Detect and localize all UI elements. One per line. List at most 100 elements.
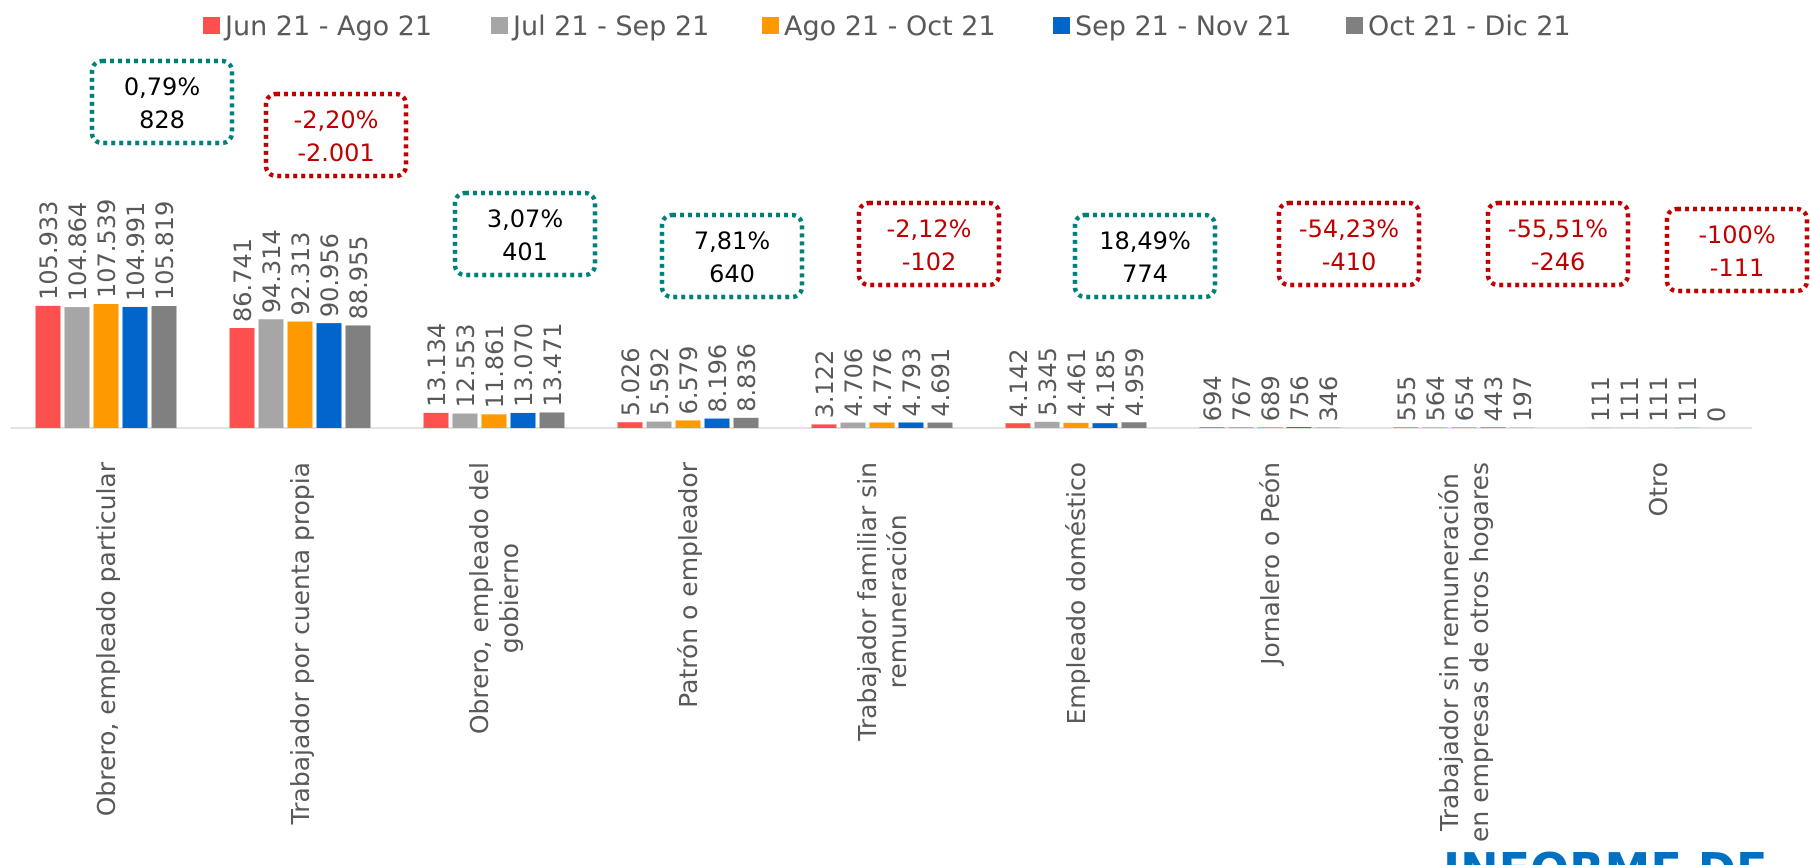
annotation-pct: 0,79% bbox=[124, 73, 200, 101]
annotation-diff: -410 bbox=[1322, 248, 1376, 276]
value-label: 111 bbox=[1674, 376, 1702, 422]
bar bbox=[510, 412, 536, 428]
value-label: 8.196 bbox=[704, 344, 732, 413]
annotation-pct: 3,07% bbox=[487, 205, 563, 233]
bar bbox=[423, 412, 449, 428]
value-label: 13.070 bbox=[510, 323, 538, 407]
value-label: 104.864 bbox=[64, 202, 92, 301]
value-label: 564 bbox=[1422, 376, 1450, 422]
bar bbox=[151, 305, 177, 428]
bar bbox=[898, 422, 924, 428]
bar bbox=[258, 319, 284, 428]
value-label: 5.345 bbox=[1034, 347, 1062, 416]
bar bbox=[316, 323, 342, 428]
bar bbox=[840, 422, 866, 428]
legend-label: Ago 21 - Oct 21 bbox=[784, 11, 996, 42]
annotation-diff: 774 bbox=[1122, 260, 1168, 288]
bar bbox=[1092, 423, 1118, 428]
category-label: Obrero, empleado delgobierno bbox=[465, 462, 524, 734]
bar bbox=[1063, 422, 1089, 428]
bar bbox=[1005, 423, 1031, 428]
category-label: Empleado doméstico bbox=[1062, 462, 1091, 725]
value-label: 4.793 bbox=[898, 348, 926, 417]
value-label: 3.122 bbox=[811, 350, 839, 419]
annotation-diff: 640 bbox=[709, 260, 755, 288]
annotation-pct: -2,20% bbox=[294, 106, 379, 134]
legend-label: Sep 21 - Nov 21 bbox=[1075, 11, 1291, 42]
value-label: 4.142 bbox=[1005, 349, 1033, 418]
category-line: Obrero, empleado del bbox=[465, 462, 494, 734]
bar bbox=[811, 424, 837, 428]
value-label: 443 bbox=[1480, 376, 1508, 422]
value-label: 105.933 bbox=[35, 201, 63, 300]
annotation-diff: -2.001 bbox=[297, 139, 374, 167]
bar bbox=[1451, 427, 1477, 428]
value-label: 5.592 bbox=[646, 347, 674, 416]
category-line: remuneración bbox=[883, 514, 912, 688]
value-label: 111 bbox=[1616, 376, 1644, 422]
bar bbox=[1393, 427, 1419, 428]
bar bbox=[733, 417, 759, 428]
annotation-box bbox=[263, 91, 409, 179]
bar bbox=[1034, 421, 1060, 428]
value-label: 197 bbox=[1509, 376, 1537, 422]
annotation-diff: 828 bbox=[139, 106, 185, 134]
value-label: 767 bbox=[1228, 375, 1256, 421]
category-line: Obrero, empleado particular bbox=[92, 461, 121, 816]
value-label: 654 bbox=[1451, 375, 1479, 421]
bar bbox=[646, 421, 672, 428]
bar bbox=[1422, 427, 1448, 428]
category-line: gobierno bbox=[495, 543, 524, 653]
value-label: 0 bbox=[1703, 407, 1731, 422]
bar bbox=[1199, 427, 1225, 428]
legend-label: Jun 21 - Ago 21 bbox=[223, 11, 432, 42]
category-label: Patrón o empleador bbox=[674, 461, 703, 708]
annotation-box bbox=[659, 212, 805, 300]
annotation-box bbox=[89, 58, 235, 146]
value-label: 107.539 bbox=[93, 199, 121, 298]
bar bbox=[345, 325, 371, 428]
bar bbox=[704, 418, 730, 428]
category-label: Trabajador por cuenta propia bbox=[286, 462, 315, 825]
category-line: Trabajador sin remuneración bbox=[1435, 473, 1464, 832]
bar bbox=[927, 422, 953, 428]
bar bbox=[452, 413, 478, 428]
bar bbox=[1286, 427, 1312, 428]
legend-swatch bbox=[1346, 17, 1363, 34]
value-label: 111 bbox=[1645, 376, 1673, 422]
annotation-pct: 7,81% bbox=[694, 227, 770, 255]
annotation-diff: 401 bbox=[502, 238, 548, 266]
value-label: 6.579 bbox=[675, 346, 703, 415]
bar bbox=[229, 327, 255, 428]
value-label: 12.553 bbox=[452, 324, 480, 408]
value-label: 4.185 bbox=[1092, 348, 1120, 417]
annotation-diff: -111 bbox=[1710, 254, 1764, 282]
annotation-box bbox=[856, 200, 1002, 288]
value-label: 689 bbox=[1257, 375, 1285, 421]
legend-swatch bbox=[762, 17, 779, 34]
value-label: 13.471 bbox=[539, 322, 567, 406]
category-line: Trabajador por cuenta propia bbox=[286, 462, 315, 825]
annotation-diff: -246 bbox=[1531, 248, 1585, 276]
value-label: 90.956 bbox=[316, 233, 344, 317]
value-label: 104.991 bbox=[122, 202, 150, 301]
value-label: 11.861 bbox=[481, 324, 509, 408]
annotation-pct: -100% bbox=[1698, 221, 1775, 249]
annotation-box bbox=[1072, 212, 1218, 300]
bar bbox=[869, 422, 895, 428]
category-line: en empresas de otros hogares bbox=[1465, 462, 1494, 842]
category-line: Empleado doméstico bbox=[1062, 462, 1091, 725]
annotation-box bbox=[1276, 200, 1422, 288]
category-line: Trabajador familiar sin bbox=[853, 462, 882, 742]
value-label: 13.134 bbox=[423, 323, 451, 407]
value-label: 694 bbox=[1199, 375, 1227, 421]
value-label: 4.691 bbox=[927, 348, 955, 417]
value-label: 4.461 bbox=[1063, 348, 1091, 417]
category-label: Trabajador sin remuneraciónen empresas d… bbox=[1435, 462, 1494, 842]
bar bbox=[617, 422, 643, 428]
bar bbox=[1228, 427, 1254, 428]
bar bbox=[539, 412, 565, 428]
value-label: 555 bbox=[1393, 376, 1421, 422]
value-label: 4.959 bbox=[1121, 348, 1149, 417]
